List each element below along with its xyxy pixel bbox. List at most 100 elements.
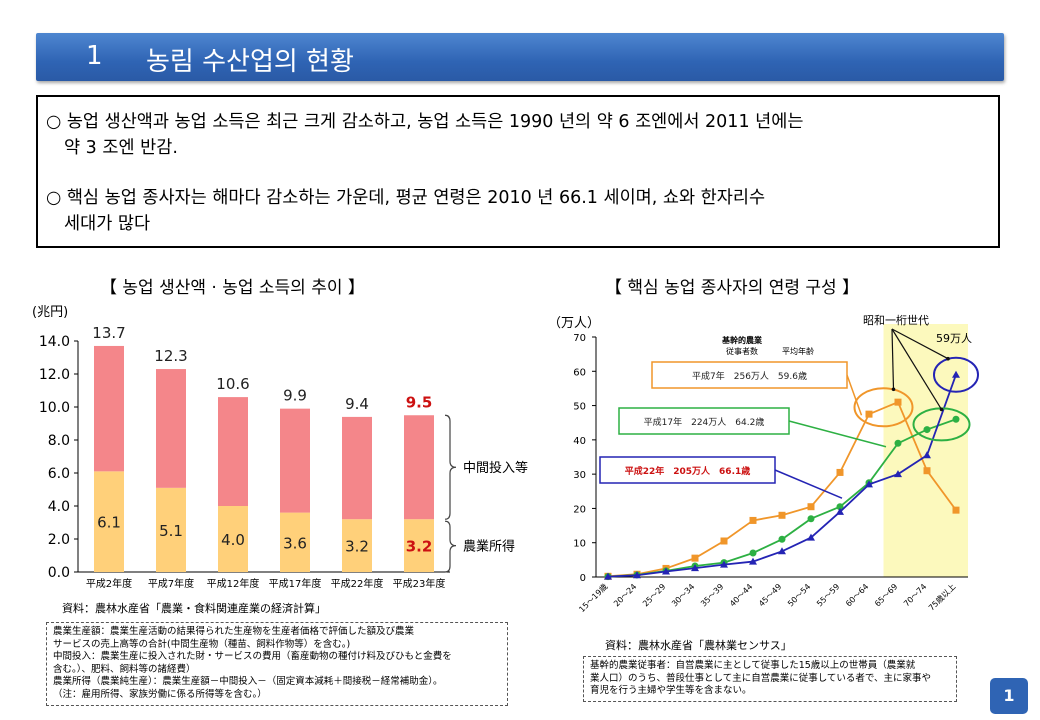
y-tick-label: 30 [573,470,586,481]
legend-box [618,407,790,435]
bar-total-label: 9.5 [406,393,433,411]
data-point [865,410,873,418]
data-point [836,503,844,511]
bracket-intermediate [444,414,457,520]
note-line: 中間投入：農業生産に投入された財・サービスの費用（畜産動物の種付け料及びひもと金… [53,651,452,662]
data-point [923,467,931,475]
x-tick-label: 平成7年度 [148,577,194,590]
x-tick-label: 平成2年度 [86,577,132,590]
y-tick-label: 0.0 [48,565,70,581]
bullet-2-line-2: 세대가 많다 [64,214,151,234]
x-tick-label: 60～64 [844,582,870,608]
data-point [633,571,641,579]
bar-intermediate [218,397,248,506]
note-line: 業人口）のうち、普段仕事として主に自営農業に従事している者で、主に家事や [590,672,932,684]
legend-box [651,361,848,389]
data-point [923,426,931,434]
data-point [865,480,873,488]
legend-leader-line [788,420,887,448]
x-tick-label: 平成12年度 [207,577,260,590]
bar-income [404,519,434,572]
bar-intermediate [280,408,310,513]
section-number: 1 [86,41,103,71]
left-chart-notes: 農業生産額：農業生産活動の結果得られた生産物を生産者価格で評価した額及び農業 サ… [46,622,508,706]
data-point [749,516,757,524]
bar-intermediate [156,369,186,488]
bar-total-label: 10.6 [216,375,249,393]
y-tick-label: 4.0 [48,499,70,515]
x-tick-label: 平成22年度 [331,577,384,590]
farmer-age-chart: 0 10 20 30 40 50 60 70 （万人） 15～19歳 20～24 25～29 30～34… [548,313,979,614]
bracket-income [444,520,457,573]
bullet-2-line-1: ○ 핵심 농업 종사자는 해마다 감소하는 가운데, 평균 연령은 2010 년… [46,188,766,208]
bar-income [94,471,124,572]
data-point [778,547,786,555]
elderly-band [883,324,968,577]
legend-label: 平成22年 205万人 66.1歳 [625,465,751,477]
annotation-arrow [891,328,949,360]
callout-intermediate-label: 中間投入等 [463,460,528,476]
data-point [894,398,902,406]
legend-leader-line [774,469,843,499]
y-tick-label: 70 [573,333,586,344]
note-line: 育児を行う主婦や学生等を含まない。 [590,685,752,696]
legend-header-label: 従事者数 [726,346,758,356]
data-point [894,470,902,478]
note-line: （注：雇用所得、家族労働に係る所得等を含む。） [53,688,267,700]
y-tick-label: 14.0 [39,334,70,350]
bar-intermediate [342,416,372,520]
data-point [691,554,699,562]
note-line: 農業所得（農業純生産）：農業生産額－中間投入－（固定資本減耗＋間接税－経常補助金… [53,676,443,687]
annotation-arrow [891,328,943,410]
x-tick-label: 55～59 [815,582,841,608]
bar-income-label: 3.2 [406,538,433,556]
y-tick-label: 20 [573,504,586,515]
bar-income [156,487,186,572]
bar-total-label: 9.4 [345,395,369,413]
data-point [836,507,844,515]
title-bar: 1 농림 수산업의 현황 [36,33,1004,81]
note-line: サービスの売上高等の合計(中間生産物（種苗、飼料作物等）を含む。) [53,638,351,650]
annotation-arrow-head [946,356,950,361]
data-point [778,535,786,543]
highlight-ellipse [853,387,914,428]
summary-box: ○ 농업 생산액과 농업 소득은 최근 크게 감소하고, 농업 소득은 1990… [36,95,1000,248]
legend-label: 平成17年 224万人 64.2歳 [644,416,765,428]
x-tick-label: 15～19歳 [577,581,610,614]
data-point [952,370,960,378]
y-tick-label: 12.0 [39,367,70,383]
data-point [894,439,902,447]
y-axis-unit: (兆円) [32,305,68,320]
bar-income-label: 4.0 [221,531,245,549]
annotation-arrow-head [891,387,896,392]
x-tick-label: 平成23年度 [393,577,446,590]
legend-label: 平成7年 256万人 59.6歳 [692,370,807,382]
y-tick-label: 8.0 [48,433,70,449]
x-tick-label: 30～34 [670,582,696,608]
bullet-1-line-2: 약 3 조엔 반감. [64,138,178,158]
bullet-1-line-1: ○ 농업 생산액과 농업 소득은 최근 크게 감소하고, 농업 소득은 1990… [46,112,804,132]
note-line: 含む。）、肥料、飼料等の諸経費） [53,663,196,675]
y-tick-label: 40 [573,436,586,447]
annotation-arrow-head [939,407,944,412]
data-point [778,511,786,519]
note-line: 農業生産額：農業生産活動の結果得られた生産物を生産者価格で評価した額及び農業 [53,626,415,637]
x-tick-label: 45～49 [757,582,783,608]
data-point [836,468,844,476]
data-point [662,567,670,575]
data-point [749,557,757,565]
bar-intermediate [404,415,434,520]
bar-income-label: 5.1 [159,522,183,540]
legend-leader-line [846,374,863,416]
bar-total-label: 9.9 [283,387,307,405]
data-point [749,549,757,557]
y-tick-label: 6.0 [48,466,70,482]
x-tick-label: 65～69 [873,582,899,608]
bar-income [218,506,248,572]
data-point [807,515,815,523]
data-point [691,564,699,572]
legend-header-label: 平均年齢 [782,346,814,356]
page-title: 농림 수산업의 현황 [146,47,354,77]
y-tick-label: 0 [580,573,586,584]
y-tick-label: 2.0 [48,532,70,548]
